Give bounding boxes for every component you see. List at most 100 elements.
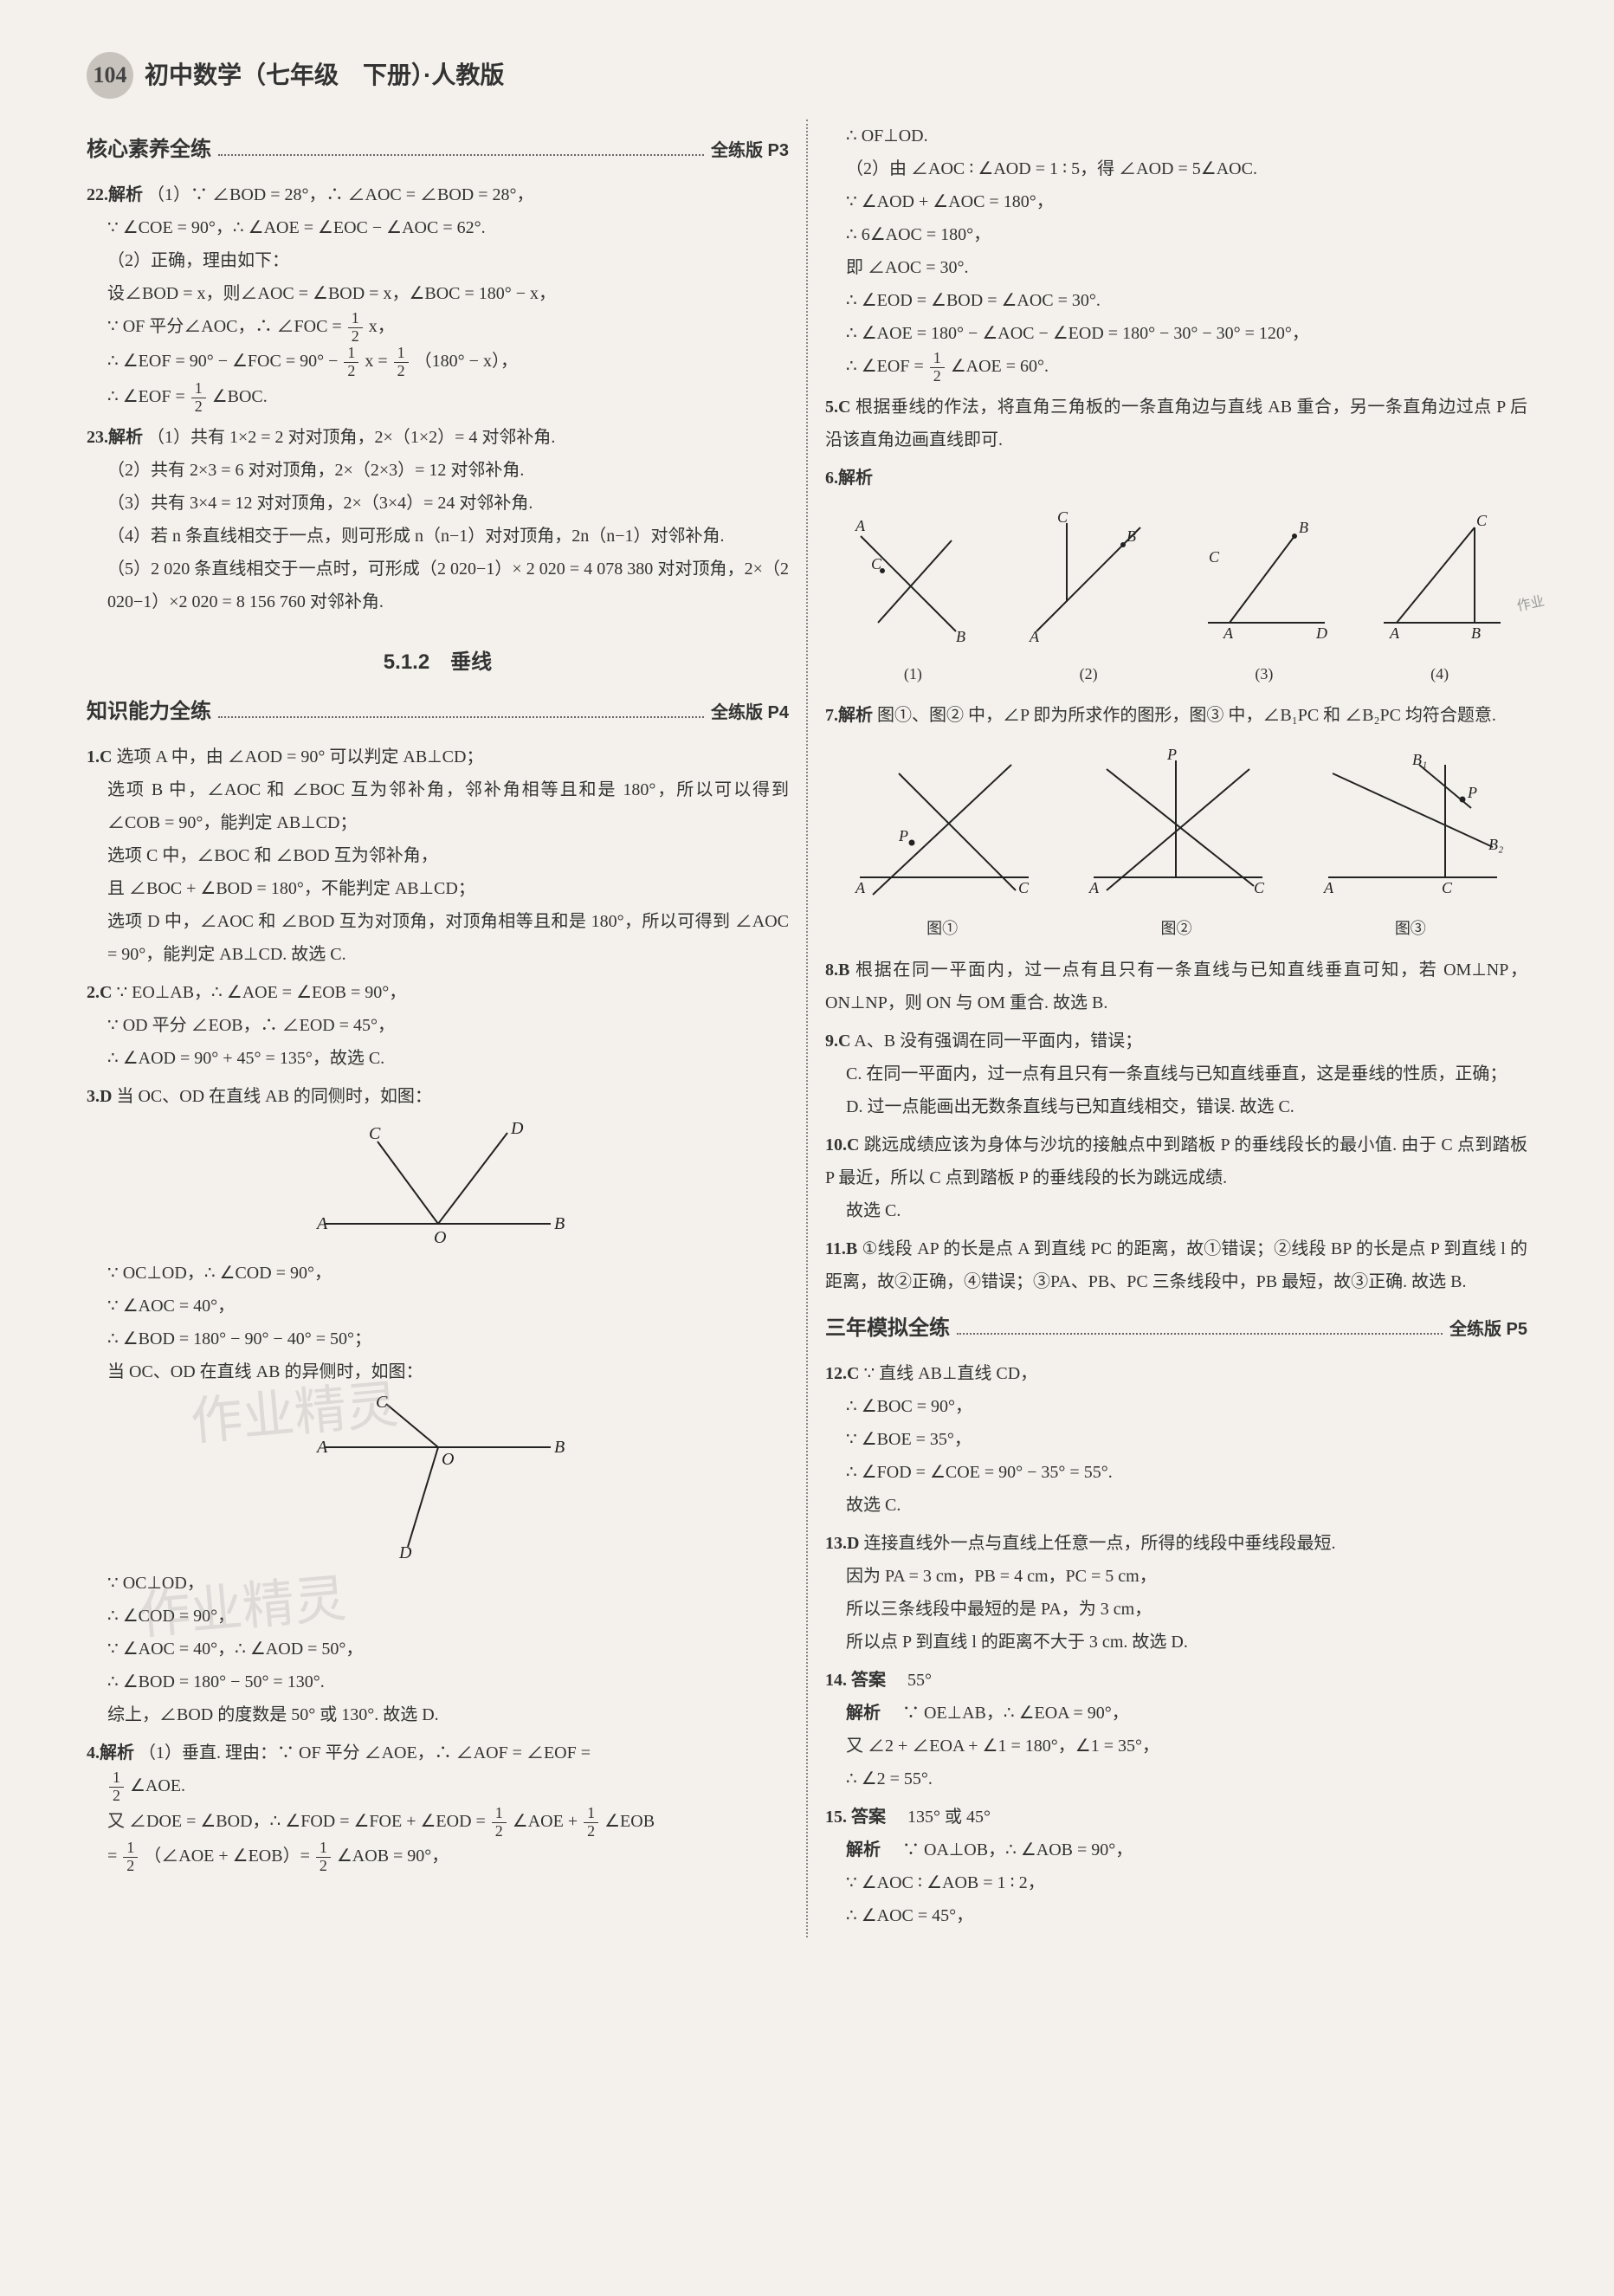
q3: 3.D 当 OC、OD 在直线 AB 的同侧时，如图： A B C D O ∵ … [87, 1080, 789, 1731]
text-line: （5）2 020 条直线相交于一点时，可形成（2 020−1）× 2 020 =… [87, 553, 789, 618]
text-line: （2）正确，理由如下： [87, 244, 789, 277]
text-line: 故选 C. [825, 1489, 1527, 1522]
text-line: 当 OC、OD 在直线 AB 的异侧时，如图： 作业精灵 [87, 1355, 789, 1388]
text-line: 因为 PA = 3 cm，PB = 4 cm，PC = 5 cm， [825, 1560, 1527, 1593]
text-line: 图①、图② 中，∠P 即为所求作的图形，图③ 中，∠B₁PC 和 ∠B₂PC 均… [877, 706, 1496, 725]
text-line: 选项 B 中，∠AOC 和 ∠BOC 互为邻补角，邻补角相等且和是 180°，所… [87, 773, 789, 839]
fraction: 12 [191, 380, 206, 416]
text-line: 根据在同一平面内，过一点有且只有一条直线与已知直线垂直可知，若 OM⊥NP，ON… [825, 960, 1527, 1012]
text-line: （3）共有 3×4 = 12 对对顶角，2×（3×4）= 24 对邻补角. [87, 487, 789, 520]
page-header: 104 初中数学（七年级 下册）·人教版 [87, 52, 1527, 99]
svg-text:A: A [1088, 879, 1100, 896]
svg-text:O: O [442, 1450, 454, 1469]
text-line: ∴ ∠AOD = 90° + 45° = 135°，故选 C. [87, 1042, 789, 1075]
answer-label: 答案 [851, 1808, 886, 1827]
figure-row-q7: A C P A C P [825, 741, 1527, 910]
figure-row-q6: ABC ABC ABCD [825, 503, 1527, 656]
svg-text:D: D [398, 1543, 412, 1560]
q14: 14. 答案 55° 解析 ∵ OE⊥AB，∴ ∠EOA = 90°， 又 ∠2… [825, 1664, 1527, 1795]
text-line: = 12 （∠AOE + ∠EOB）= 12 ∠AOB = 90°， [87, 1840, 789, 1875]
text-line: ∵ ∠COE = 90°，∴ ∠AOE = ∠EOC − ∠AOC = 62°. [87, 211, 789, 244]
text-line: ∴ ∠BOD = 180° − 50° = 130°. [87, 1665, 789, 1698]
svg-text:P: P [1166, 747, 1177, 763]
text-line: 故选 C. [825, 1194, 1527, 1227]
question-number: 4.解析 [87, 1743, 134, 1762]
q4-cont: ∴ OF⊥OD. （2）由 ∠AOC ∶ ∠AOD = 1 ∶ 5，得 ∠AOD… [825, 120, 1527, 385]
fraction: 12 [584, 1805, 598, 1840]
q10: 10.C 跳远成绩应该为身体与沙坑的接触点中到踏板 P 的垂线段长的最小值. 由… [825, 1129, 1527, 1227]
figure-q7-3: AC B₁PB₂ [1315, 747, 1506, 903]
text-line: ∵ OF 平分∠AOC，∴ ∠FOC = 12 x， [87, 310, 789, 346]
svg-text:C: C [369, 1124, 381, 1143]
figure-3b: A B C D O [291, 1395, 585, 1560]
question-number: 5.C [825, 398, 850, 417]
svg-text:A: A [1223, 624, 1234, 642]
text-line: C. 在同一平面内，过一点有且只有一条直线与已知直线垂直，这是垂线的性质，正确； [825, 1057, 1527, 1090]
q2: 2.C ∵ EO⊥AB，∴ ∠AOE = ∠EOB = 90°， ∵ OD 平分… [87, 976, 789, 1075]
text-line: D. 过一点能画出无数条直线与已知直线相交，错误. 故选 C. [825, 1090, 1527, 1123]
answer-text: 135° 或 45° [907, 1808, 991, 1827]
text-line: 又 ∠DOE = ∠BOD，∴ ∠FOD = ∠FOE + ∠EOD = 12 … [87, 1805, 789, 1840]
text-line: （4）若 n 条直线相交于一点，则可形成 n（n−1）对对顶角，2n（n−1）对… [87, 520, 789, 553]
text-line: ①线段 AP 的长是点 A 到直线 PC 的距离，故①错误；②线段 BP 的长是… [825, 1239, 1527, 1291]
text-line: 当 OC、OD 在直线 AB 的同侧时，如图： [116, 1087, 431, 1106]
svg-text:B: B [1127, 527, 1136, 545]
q5: 5.C 根据垂线的作法，将直角三角板的一条直角边与直线 AB 重合，另一条直角边… [825, 391, 1527, 456]
question-number: 15. [825, 1808, 847, 1827]
text-line: ∵ 直线 AB⊥直线 CD， [863, 1364, 1037, 1383]
q6: 6.解析 ABC ABC [825, 462, 1527, 689]
analysis-label: 解析 [846, 1840, 881, 1859]
dotted-leader [218, 716, 704, 718]
text-line: 又 ∠2 + ∠EOA + ∠1 = 180°，∠1 = 35°， [825, 1730, 1527, 1762]
answer-label: 答案 [851, 1671, 886, 1690]
section-row-1: 核心素养全练 全练版 P3 [87, 130, 789, 170]
question-number: 22.解析 [87, 185, 143, 204]
fraction: 12 [394, 345, 409, 380]
right-column: ∴ OF⊥OD. （2）由 ∠AOC ∶ ∠AOD = 1 ∶ 5，得 ∠AOD… [808, 120, 1527, 1937]
q13: 13.D 连接直线外一点与直线上任意一点，所得的线段中垂线段最短. 因为 PA … [825, 1527, 1527, 1659]
figure-labels-q7: 图① 图② 图③ [825, 914, 1527, 943]
svg-text:B: B [956, 628, 965, 645]
text-line: （1）共有 1×2 = 2 对对顶角，2×（1×2）= 4 对邻补角. [147, 428, 555, 447]
question-number: 14. [825, 1671, 847, 1690]
fraction: 12 [123, 1840, 138, 1875]
svg-text:D: D [1315, 624, 1327, 642]
text-line: （1）垂直. 理由：∵ OF 平分 ∠AOE，∴ ∠AOF = ∠EOF = [139, 1743, 591, 1762]
text-line: 设∠BOD = x，则∠AOC = ∠BOD = x，∠BOC = 180° −… [87, 277, 789, 310]
question-number: 6.解析 [825, 469, 873, 488]
svg-text:P: P [898, 827, 908, 844]
figure-q7-2: A C P [1081, 747, 1271, 903]
svg-text:A: A [855, 879, 866, 896]
text-line: 跳远成绩应该为身体与沙坑的接触点中到踏板 P 的垂线段长的最小值. 由于 C 点… [825, 1135, 1527, 1187]
text-line: ∵ ∠AOC = 40°，∴ ∠AOD = 50°， [87, 1633, 789, 1665]
svg-text:C: C [1254, 879, 1265, 896]
svg-text:C: C [1442, 879, 1453, 896]
side-note: 作业 [1514, 589, 1547, 620]
text-line: ∵ OC⊥OD， 作业精灵 [87, 1567, 789, 1600]
svg-text:B: B [1299, 519, 1308, 536]
figure-q6-1: ABC [843, 510, 982, 649]
section-title: 知识能力全练 [87, 692, 211, 732]
text-line: A、B 没有强调在同一平面内，错误； [854, 1032, 1142, 1051]
question-number: 3.D [87, 1087, 112, 1106]
section-row-3: 三年模拟全练 全练版 P5 [825, 1309, 1527, 1348]
question-number: 11.B [825, 1239, 857, 1258]
analysis-label: 解析 [846, 1704, 881, 1723]
fraction: 12 [492, 1805, 507, 1840]
svg-text:C: C [1018, 879, 1030, 896]
svg-text:P: P [1467, 784, 1477, 801]
text-line: ∵ ∠AOC = 40°， [87, 1290, 789, 1323]
question-number: 1.C [87, 747, 112, 766]
text-line: 选项 A 中，由 ∠AOD = 90° 可以判定 AB⊥CD； [116, 747, 483, 766]
question-number: 10.C [825, 1135, 859, 1154]
figure-q7-1: A C P [847, 747, 1037, 903]
q15: 15. 答案 135° 或 45° 解析 ∵ OA⊥OB，∴ ∠AOB = 90… [825, 1801, 1527, 1932]
q11: 11.B ①线段 AP 的长是点 A 到直线 PC 的距离，故①错误；②线段 B… [825, 1232, 1527, 1298]
fraction: 12 [316, 1840, 331, 1875]
svg-text:B: B [1471, 624, 1481, 642]
svg-text:B: B [554, 1214, 565, 1233]
text-line: ∴ ∠BOD = 180° − 90° − 40° = 50°； [87, 1323, 789, 1355]
text-line: ∵ OD 平分 ∠EOB，∴ ∠EOD = 45°， [87, 1009, 789, 1042]
text-line: ∵ ∠AOD + ∠AOC = 180°， [825, 185, 1527, 218]
page-ref: 全练版 P4 [711, 696, 789, 729]
